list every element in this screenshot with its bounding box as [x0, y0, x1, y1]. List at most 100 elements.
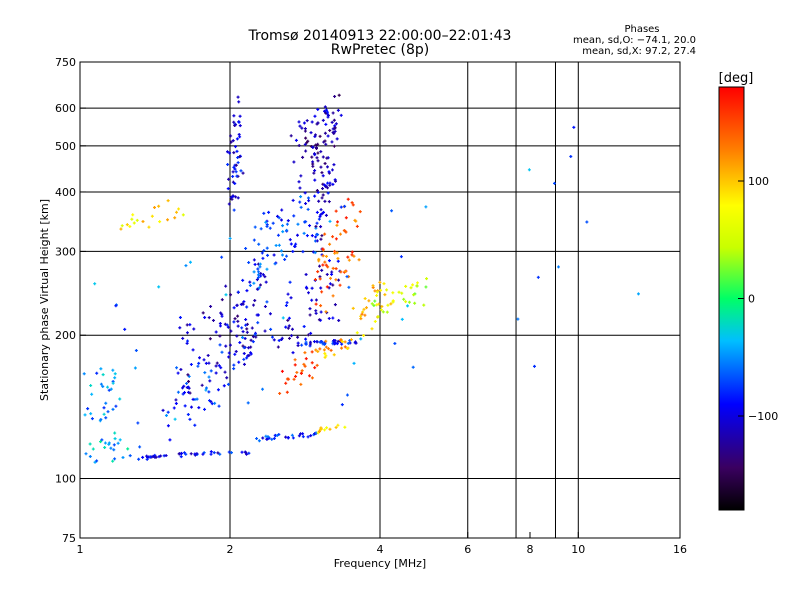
data-point	[411, 365, 415, 369]
data-point	[93, 282, 97, 286]
data-point	[235, 137, 239, 141]
data-point	[318, 277, 322, 281]
data-point	[304, 272, 308, 276]
data-point	[328, 219, 332, 223]
data-point	[412, 293, 416, 297]
data-point	[234, 349, 238, 353]
data-point	[339, 113, 343, 117]
data-point	[252, 281, 256, 285]
data-point	[355, 224, 359, 228]
data-point	[289, 242, 293, 246]
data-point	[363, 297, 367, 301]
data-point	[320, 196, 324, 200]
data-point	[88, 454, 92, 458]
data-point	[116, 441, 120, 445]
data-point	[293, 244, 297, 248]
y-axis-label: Stationary phase Virtual Height [km]	[38, 199, 51, 401]
data-point	[311, 145, 315, 149]
data-point	[312, 152, 316, 156]
data-point	[154, 455, 158, 459]
data-point	[320, 268, 324, 272]
data-point	[324, 339, 328, 343]
data-point	[389, 302, 393, 306]
data-point	[305, 119, 309, 123]
data-point	[285, 390, 289, 394]
data-point	[319, 304, 323, 308]
data-point	[385, 288, 389, 292]
data-point	[161, 408, 165, 412]
data-point	[181, 213, 185, 217]
data-point	[334, 237, 338, 241]
data-point	[321, 174, 325, 178]
data-point	[208, 379, 212, 383]
data-point	[340, 403, 344, 407]
data-point	[102, 412, 106, 416]
data-point	[352, 361, 356, 365]
data-point	[338, 283, 342, 287]
data-point	[299, 382, 303, 386]
data-point	[311, 164, 315, 168]
data-point	[264, 280, 268, 284]
data-point	[326, 265, 330, 269]
data-point	[284, 325, 288, 329]
x-tick-label: 4	[377, 543, 384, 556]
data-point	[386, 303, 390, 307]
data-point	[327, 259, 331, 263]
data-point	[304, 136, 308, 140]
data-point	[195, 452, 199, 456]
data-point	[316, 349, 320, 353]
data-point	[315, 363, 319, 367]
data-point	[409, 286, 413, 290]
data-point	[277, 338, 281, 342]
data-point	[268, 312, 272, 316]
data-point	[376, 315, 380, 319]
data-point	[281, 224, 285, 228]
data-point	[164, 454, 168, 458]
x-tick-label: 8	[527, 543, 534, 556]
data-point	[284, 304, 288, 308]
data-point	[183, 391, 187, 395]
data-point	[292, 214, 296, 218]
data-point	[218, 452, 222, 456]
data-point	[402, 297, 406, 301]
data-point	[362, 307, 366, 311]
data-point	[113, 431, 117, 435]
data-point	[185, 323, 189, 327]
data-point	[291, 198, 295, 202]
data-point	[276, 214, 280, 218]
data-point	[273, 262, 277, 266]
data-point	[235, 303, 239, 307]
data-point	[284, 435, 288, 439]
data-point	[281, 230, 285, 234]
data-point	[260, 251, 264, 255]
data-point	[86, 407, 90, 411]
data-point	[229, 134, 233, 138]
data-point	[150, 214, 154, 218]
data-point	[189, 362, 193, 366]
data-point	[201, 311, 205, 315]
data-point	[314, 224, 318, 228]
data-point	[182, 384, 186, 388]
data-point	[166, 218, 170, 222]
data-point	[175, 366, 179, 370]
data-point	[255, 437, 259, 441]
data-point	[222, 384, 226, 388]
data-point	[324, 122, 328, 126]
data-point	[287, 336, 291, 340]
data-point	[379, 288, 383, 292]
data-point	[253, 298, 257, 302]
data-point	[253, 262, 257, 266]
data-point	[227, 202, 231, 206]
data-point	[327, 347, 330, 351]
data-point	[319, 225, 323, 229]
data-point	[307, 374, 311, 378]
data-point	[177, 452, 181, 456]
data-point	[186, 339, 190, 343]
data-point	[114, 404, 118, 408]
data-point	[226, 382, 230, 386]
data-point	[204, 388, 208, 392]
data-point	[308, 307, 312, 311]
data-point	[315, 210, 319, 214]
data-point	[315, 239, 319, 243]
data-point	[188, 417, 192, 421]
